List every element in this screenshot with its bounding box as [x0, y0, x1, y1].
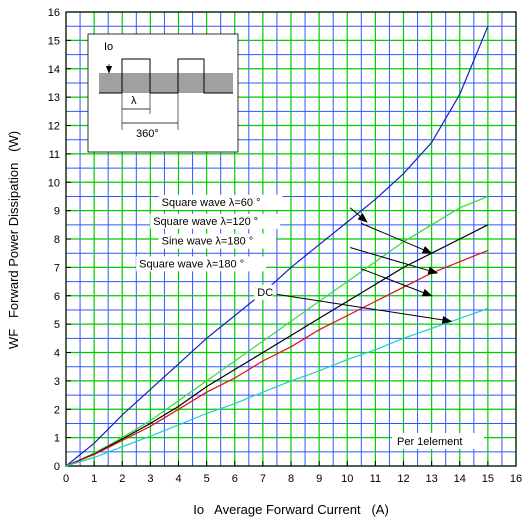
- x-tick-label: 6: [232, 473, 238, 485]
- annotation-label-bg: [254, 284, 273, 300]
- x-tick-label: 1: [91, 473, 97, 485]
- y-tick-label: 0: [54, 461, 60, 473]
- series-line-4: [65, 307, 489, 467]
- note-box: Per 1element: [392, 433, 484, 449]
- y-tick-label: 7: [54, 262, 60, 274]
- annotation-arrow: [349, 207, 368, 223]
- y-tick-label: 6: [54, 291, 60, 303]
- x-tick-label: 11: [370, 473, 381, 485]
- annotation-label-4: DC: [257, 287, 273, 299]
- y-axis-label: WF Forward Power Dissipation (W): [6, 131, 21, 349]
- series-line-3: [65, 249, 489, 467]
- annotation-label-0: Square wave λ=60 °: [162, 197, 261, 209]
- y-tick-label: 5: [54, 319, 60, 331]
- x-tick-label: 15: [482, 473, 494, 485]
- series-lines: [65, 25, 489, 467]
- series-line-2: [65, 224, 489, 467]
- annotation-label-bg: [158, 194, 283, 210]
- per-element-note: Per 1element: [397, 436, 462, 448]
- x-tick-label: 4: [175, 473, 181, 485]
- y-tick-label: 11: [49, 149, 60, 161]
- waveform-inset: Io λ 360°: [87, 33, 239, 153]
- y-tick-label: 2: [54, 404, 60, 416]
- annotation-label-1: Square wave λ=120 °: [153, 216, 258, 228]
- x-axis-label: Io Average Forward Current (A): [193, 502, 389, 517]
- y-tick-label: 13: [48, 92, 60, 104]
- y-tick-label: 9: [54, 206, 60, 218]
- annotation-arrow: [361, 222, 433, 254]
- series-annotations: Square wave λ=60 ° Square wave λ=120 ° Sin…: [136, 194, 453, 324]
- series-line-1: [65, 195, 489, 467]
- annotation-label-bg: [136, 256, 267, 272]
- inset-io-label: Io: [104, 41, 113, 53]
- x-tick-label: 10: [341, 473, 353, 485]
- x-tick-label: 0: [63, 473, 69, 485]
- series-line-0: [65, 25, 489, 467]
- axis-ticks: 0 1 2 3 4 5 6 7 8 9 10 11 12 13 14 15 160123456789101112…: [48, 7, 522, 485]
- annotation-label-bg: [158, 233, 277, 249]
- annotation-arrow: [361, 268, 433, 297]
- y-tick-label: 12: [48, 121, 60, 133]
- x-tick-label: 16: [510, 473, 522, 485]
- x-tick-label: 3: [147, 473, 153, 485]
- x-tick-label: 12: [397, 473, 409, 485]
- x-tick-label: 13: [426, 473, 438, 485]
- annotation-label-3: Square wave λ=180 °: [139, 258, 244, 270]
- annotation-label-2: Sine wave λ=180 °: [162, 236, 254, 248]
- annotation-arrow: [349, 247, 439, 275]
- y-tick-label: 10: [48, 177, 60, 189]
- y-tick-label: 4: [54, 348, 60, 360]
- inset-average-band: [99, 73, 233, 93]
- y-tick-label: 3: [54, 376, 60, 388]
- inset-lambda-label: λ: [131, 95, 137, 107]
- x-tick-label: 9: [316, 473, 322, 485]
- y-tick-label: 15: [48, 35, 60, 47]
- x-tick-label: 2: [119, 473, 125, 485]
- y-tick-label: 1: [54, 433, 60, 445]
- annotation-arrow: [276, 293, 453, 324]
- y-tick-label: 16: [48, 7, 60, 19]
- x-tick-label: 14: [454, 473, 466, 485]
- y-tick-label: 14: [48, 64, 60, 76]
- x-tick-label: 8: [288, 473, 294, 485]
- annotation-label-bg: [150, 213, 281, 229]
- inset-square-wave: [99, 58, 233, 94]
- y-tick-label: 8: [54, 234, 60, 246]
- x-tick-label: 5: [204, 473, 210, 485]
- inset-period-label: 360°: [136, 128, 159, 140]
- x-tick-label: 7: [260, 473, 266, 485]
